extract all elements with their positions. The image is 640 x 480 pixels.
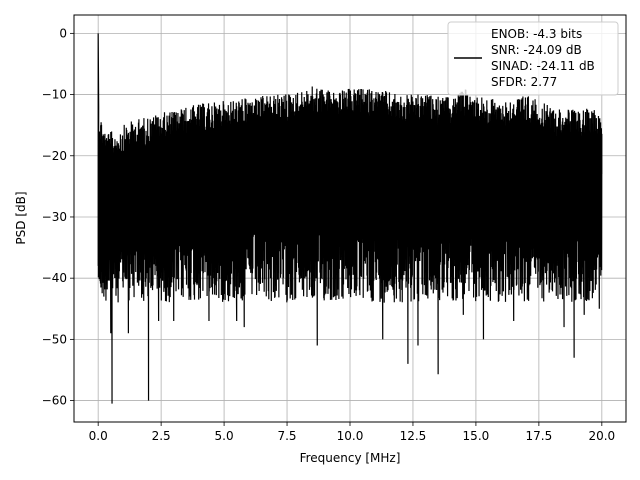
y-tick-label: −30: [42, 210, 67, 224]
x-tick-label: 17.5: [526, 429, 553, 443]
legend-entry-snr: SNR: -24.09 dB: [491, 43, 582, 57]
legend-entry-sfdr: SFDR: 2.77: [491, 75, 557, 89]
psd-series-line: [97, 33, 603, 404]
y-tick-label: −10: [42, 88, 67, 102]
y-tick-label: −20: [42, 149, 67, 163]
y-axis: 0 −10 −20 −30 −40 −50 −60: [42, 26, 74, 408]
x-tick-label: 12.5: [400, 429, 427, 443]
legend: ENOB: -4.3 bits SNR: -24.09 dB SINAD: -2…: [447, 21, 619, 96]
y-axis-label: PSD [dB]: [14, 191, 28, 244]
y-tick-label: 0: [59, 26, 67, 40]
x-axis-label: Frequency [MHz]: [300, 451, 401, 465]
legend-entry-enob: ENOB: -4.3 bits: [491, 27, 582, 41]
x-axis: 0.0 2.5 5.0 7.5 10.0 12.5 15.0 17.5 20.0: [89, 422, 615, 443]
x-tick-label: 0.0: [89, 429, 108, 443]
y-tick-label: −50: [42, 332, 67, 346]
legend-entry-sinad: SINAD: -24.11 dB: [491, 59, 595, 73]
x-tick-label: 5.0: [215, 429, 234, 443]
y-tick-label: −60: [42, 394, 67, 408]
plot-area: [97, 33, 603, 404]
x-tick-label: 20.0: [588, 429, 615, 443]
x-tick-label: 2.5: [152, 429, 171, 443]
x-tick-label: 7.5: [277, 429, 296, 443]
x-tick-label: 15.0: [463, 429, 490, 443]
y-tick-label: −40: [42, 271, 67, 285]
x-tick-label: 10.0: [337, 429, 364, 443]
legend-box: [447, 21, 619, 96]
